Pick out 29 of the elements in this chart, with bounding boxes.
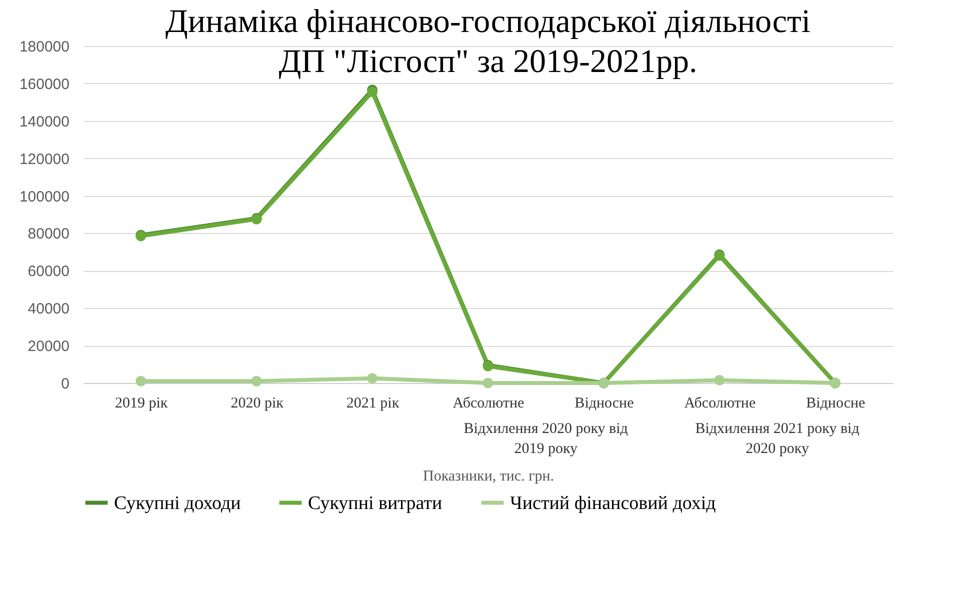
y-tick-label: 40000	[28, 300, 70, 318]
legend-label: Сукупні витрати	[308, 492, 442, 514]
text: Відхилення 2020 року від 2019 року	[464, 421, 628, 457]
x-axis-title: Показники, тис. грн.	[422, 468, 554, 484]
y-tick-label: 0	[61, 376, 70, 392]
legend-label: Сукупні доходи	[114, 492, 241, 514]
legend-label: Чистий фінансовий дохід	[510, 492, 716, 514]
x-tick-label: 2020 рік	[230, 396, 284, 412]
x-tick-label: Абсолютне	[452, 396, 525, 412]
x-tick-label: Відносне	[806, 396, 866, 412]
point	[482, 378, 494, 388]
x-tick-label: Абсолютне	[684, 396, 756, 412]
point	[251, 376, 262, 386]
y-tick-label: 60000	[28, 263, 70, 280]
point	[136, 376, 146, 386]
point	[367, 373, 378, 384]
y-tick-label: 20000	[28, 338, 70, 356]
y-tick-label: 160000	[19, 76, 70, 93]
y-tick-label: 80000	[28, 226, 70, 243]
y-tick-label: 100000	[19, 188, 70, 206]
y-tick-label: 180000	[19, 38, 70, 56]
y-tick-label: 120000	[19, 150, 70, 168]
point	[714, 374, 725, 386]
x-tick-label: Відносне	[574, 396, 634, 412]
y-tick-label: 140000	[19, 113, 70, 130]
chart-title: Динаміка фінансово-господарської діяльності ДП "Лісгосп" за 2019-2021рр.	[165, 4, 811, 80]
x-tick-label: 2021 рік	[346, 396, 400, 412]
x-tick-label: 2019 рік	[115, 396, 168, 412]
text: Відхилення 2021 року від 2020 року	[695, 421, 860, 457]
